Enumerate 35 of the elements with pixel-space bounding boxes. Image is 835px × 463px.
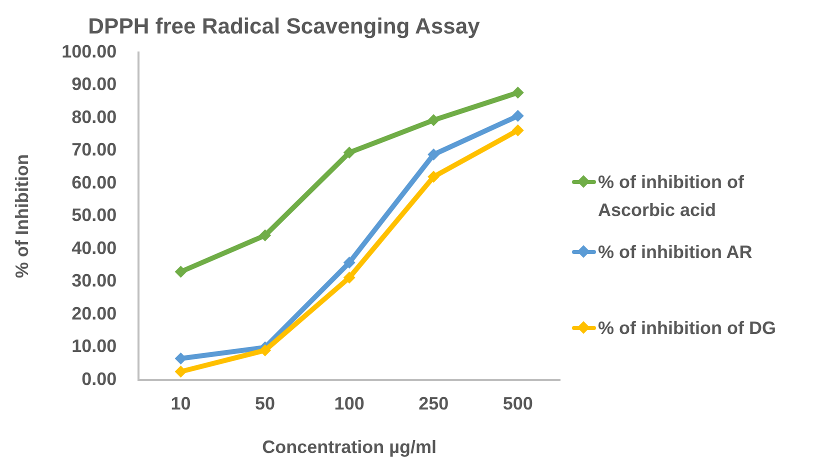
x-tick-label: 50 [255, 394, 276, 414]
y-tick-label: 80.00 [72, 106, 117, 127]
point [428, 170, 440, 183]
point [512, 124, 524, 136]
point [428, 114, 440, 126]
legend-label: % of inhibition of Ascorbic acid [598, 171, 745, 222]
y-tick-label: 70.00 [72, 140, 117, 160]
point [512, 110, 524, 122]
chart-title: DPPH free Radical Scavenging Assay [88, 13, 481, 38]
point [259, 344, 272, 356]
y-tick-label: 60.00 [72, 172, 117, 192]
y-tick-label: 40.00 [72, 238, 117, 258]
point [343, 146, 356, 159]
legend-label: % of inhibition AR [598, 241, 752, 264]
legend-label: % of inhibition of DG [598, 317, 776, 340]
point [259, 229, 272, 242]
y-tick-label: 20.00 [72, 303, 117, 324]
x-axis-title: Concentration µg/ml [262, 437, 437, 458]
y-tick-label: 30.00 [72, 270, 117, 291]
y-tick-label: 10.00 [72, 336, 117, 356]
y-tick-label: 0.00 [82, 368, 117, 389]
x-tick-label: 250 [418, 394, 449, 414]
y-tick-label: 50.00 [72, 205, 117, 226]
point [428, 148, 440, 161]
x-tick-label: 100 [334, 394, 364, 414]
point [174, 366, 187, 378]
point [343, 272, 356, 284]
y-axis-title: % of Inhibition [12, 154, 32, 278]
point [174, 266, 187, 278]
y-tick-label: 90.00 [72, 74, 117, 94]
x-tick-label: 500 [502, 394, 533, 414]
point [512, 86, 524, 99]
y-tick-label: 100.00 [62, 41, 117, 62]
point [343, 256, 356, 269]
x-tick-label: 10 [170, 394, 191, 414]
